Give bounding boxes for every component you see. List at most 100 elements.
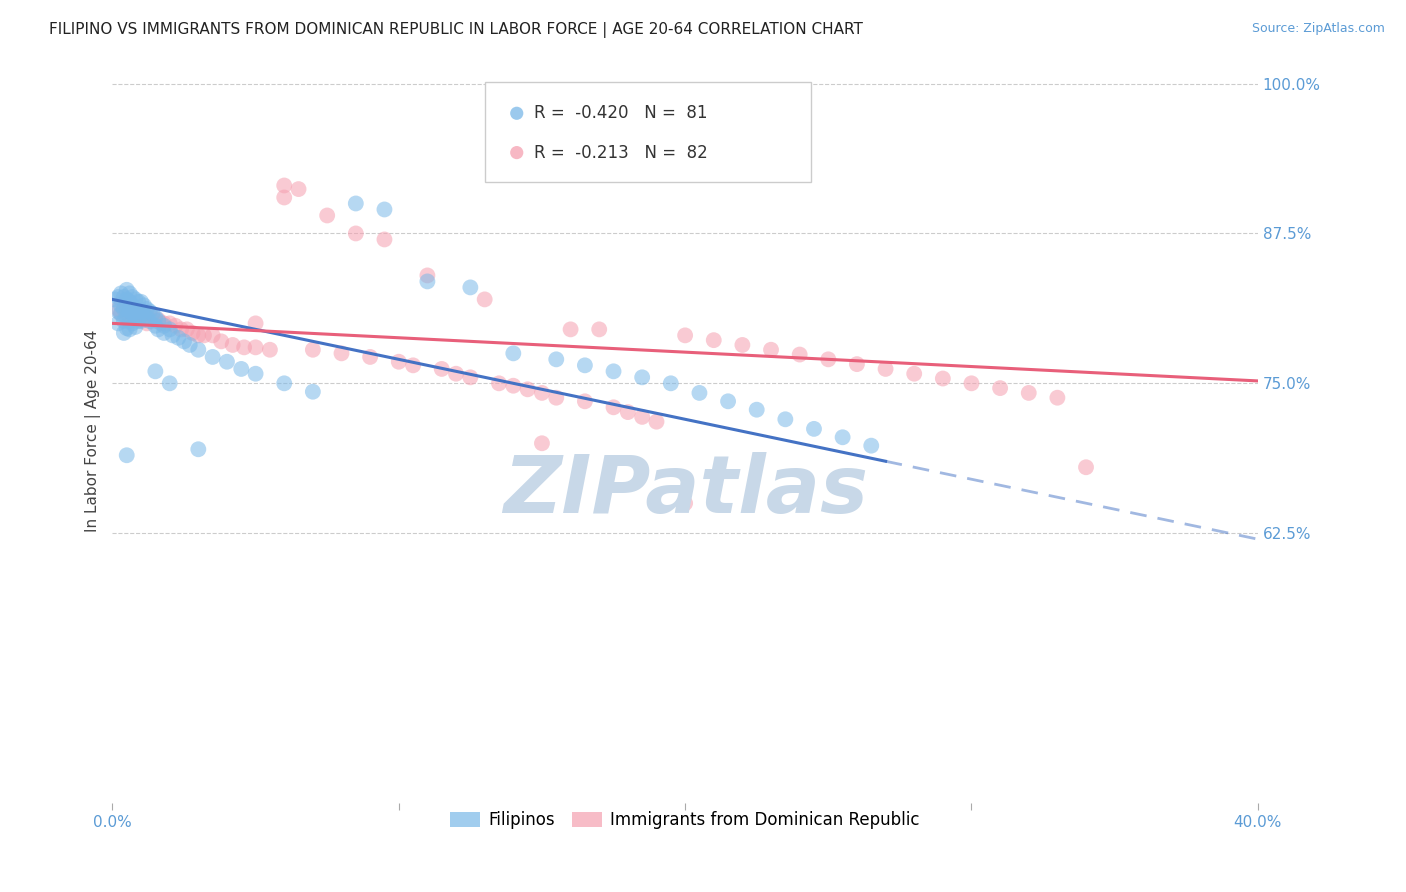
- Point: [209, 334, 232, 349]
- Point: [127, 294, 149, 309]
- Point: [115, 283, 138, 297]
- Point: [121, 309, 143, 323]
- Point: [115, 307, 138, 321]
- Point: [135, 310, 157, 325]
- Point: [176, 322, 198, 336]
- Point: [141, 307, 163, 321]
- Point: [530, 385, 553, 400]
- Point: [107, 290, 129, 304]
- Point: [121, 290, 143, 304]
- Point: [112, 290, 135, 304]
- Point: [141, 310, 163, 325]
- Point: [717, 394, 740, 409]
- Point: [659, 376, 682, 391]
- Point: [316, 209, 339, 223]
- Point: [416, 274, 439, 288]
- Point: [132, 298, 155, 312]
- Point: [516, 382, 538, 396]
- Point: [560, 322, 582, 336]
- Point: [148, 314, 170, 328]
- Point: [187, 343, 209, 357]
- Point: [831, 430, 853, 444]
- Point: [162, 328, 184, 343]
- Point: [1046, 391, 1069, 405]
- Point: [104, 293, 127, 307]
- Point: [110, 286, 132, 301]
- Point: [150, 317, 173, 331]
- Point: [115, 301, 138, 316]
- Point: [932, 371, 955, 385]
- Point: [115, 321, 138, 335]
- Point: [903, 367, 925, 381]
- Point: [159, 376, 181, 391]
- Point: [502, 378, 524, 392]
- Point: [132, 309, 155, 323]
- Point: [502, 346, 524, 360]
- Point: [124, 310, 146, 325]
- Point: [488, 376, 510, 391]
- Point: [201, 350, 224, 364]
- Point: [148, 322, 170, 336]
- Point: [273, 376, 295, 391]
- Point: [803, 422, 825, 436]
- Point: [474, 293, 496, 307]
- Point: [673, 328, 696, 343]
- Point: [112, 301, 135, 316]
- Point: [135, 301, 157, 316]
- Point: [302, 384, 325, 399]
- Point: [110, 307, 132, 321]
- Point: [617, 405, 640, 419]
- Point: [138, 304, 160, 318]
- Point: [173, 334, 195, 349]
- Point: [138, 314, 160, 328]
- Point: [118, 304, 141, 318]
- Text: FILIPINO VS IMMIGRANTS FROM DOMINICAN REPUBLIC IN LABOR FORCE | AGE 20-64 CORREL: FILIPINO VS IMMIGRANTS FROM DOMINICAN RE…: [49, 22, 863, 38]
- Point: [574, 359, 596, 373]
- Point: [115, 301, 138, 316]
- Point: [129, 304, 152, 318]
- Point: [759, 343, 782, 357]
- Point: [129, 307, 152, 321]
- Point: [181, 326, 204, 340]
- Text: Source: ZipAtlas.com: Source: ZipAtlas.com: [1251, 22, 1385, 36]
- Point: [373, 202, 395, 217]
- Point: [118, 322, 141, 336]
- Point: [124, 304, 146, 318]
- Point: [530, 436, 553, 450]
- Point: [273, 178, 295, 193]
- Y-axis label: In Labor Force | Age 20-64: In Labor Force | Age 20-64: [86, 330, 101, 533]
- Point: [107, 304, 129, 318]
- Point: [602, 364, 624, 378]
- Point: [118, 309, 141, 323]
- Point: [1112, 163, 1135, 178]
- Point: [118, 286, 141, 301]
- Point: [245, 317, 267, 331]
- Point: [988, 381, 1011, 395]
- Point: [145, 364, 167, 378]
- Point: [159, 322, 181, 336]
- Point: [145, 314, 167, 328]
- Point: [1018, 385, 1040, 400]
- Point: [645, 415, 668, 429]
- Point: [132, 307, 155, 321]
- Point: [302, 343, 325, 357]
- Point: [1112, 227, 1135, 241]
- Point: [153, 317, 176, 331]
- Point: [673, 496, 696, 510]
- Point: [631, 409, 654, 424]
- Point: [170, 322, 193, 336]
- Point: [745, 402, 768, 417]
- Point: [129, 314, 152, 328]
- Point: [112, 314, 135, 328]
- Point: [245, 367, 267, 381]
- Point: [165, 318, 187, 333]
- Point: [145, 318, 167, 333]
- Point: [845, 357, 868, 371]
- Point: [416, 268, 439, 283]
- Point: [344, 196, 367, 211]
- Point: [330, 346, 353, 360]
- Point: [112, 301, 135, 316]
- Point: [960, 376, 983, 391]
- Point: [588, 322, 610, 336]
- Point: [775, 412, 797, 426]
